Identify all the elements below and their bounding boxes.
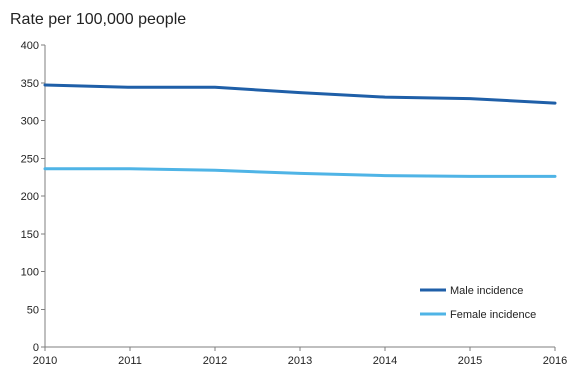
x-tick-label: 2015	[458, 355, 482, 367]
x-tick-label: 2012	[203, 355, 227, 367]
y-tick-label: 350	[21, 78, 39, 90]
series-lines	[43, 83, 557, 178]
y-tick-label: 250	[21, 153, 39, 165]
x-tick-label: 2013	[288, 355, 312, 367]
y-axis-title: Rate per 100,000 people	[10, 11, 186, 28]
legend-label: Female incidence	[450, 309, 536, 321]
x-tick-label: 2011	[118, 355, 142, 367]
x-tick-label: 2010	[33, 355, 57, 367]
series-line-female-incidence	[43, 167, 557, 178]
x-tick-label: 2016	[543, 355, 567, 367]
legend: Male incidence Female incidence	[420, 285, 536, 321]
y-tick-label: 150	[21, 229, 39, 241]
y-tick-label: 200	[21, 191, 39, 203]
series-line-male-incidence	[43, 83, 557, 105]
y-tick-label: 0	[33, 342, 39, 354]
y-tick-label: 50	[27, 304, 39, 316]
y-tick-label: 400	[21, 40, 39, 52]
legend-label: Male incidence	[450, 285, 523, 297]
y-tick-label: 300	[21, 116, 39, 128]
y-tick-label: 100	[21, 267, 39, 279]
axes: 0 50 100 150 200 250 300 350 400 2010 2011 2012 2013…	[21, 40, 568, 367]
x-tick-label: 2014	[373, 355, 397, 367]
